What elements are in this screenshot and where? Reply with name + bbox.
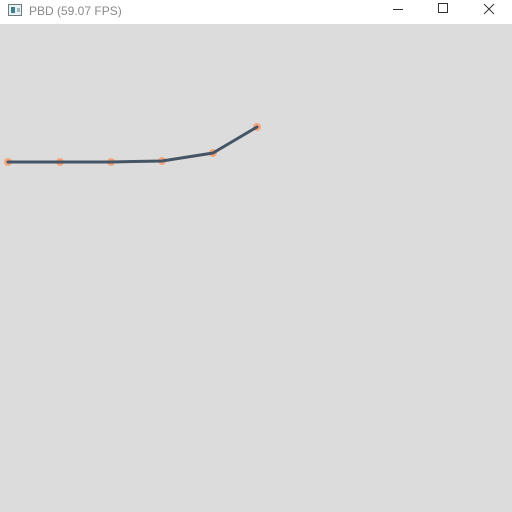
simulation-canvas[interactable] — [0, 24, 512, 512]
minimize-icon — [393, 9, 403, 10]
close-icon — [483, 3, 495, 15]
window-title: PBD (59.07 FPS) — [29, 4, 122, 18]
app-window-icon[interactable] — [8, 4, 22, 16]
maximize-button[interactable] — [421, 0, 467, 24]
close-button[interactable] — [466, 0, 512, 24]
maximize-icon — [438, 3, 448, 13]
title-bar[interactable]: PBD (59.07 FPS) — [0, 0, 512, 24]
rope-scene — [4, 123, 261, 166]
minimize-button[interactable] — [375, 0, 421, 24]
rope-line — [6, 125, 259, 164]
